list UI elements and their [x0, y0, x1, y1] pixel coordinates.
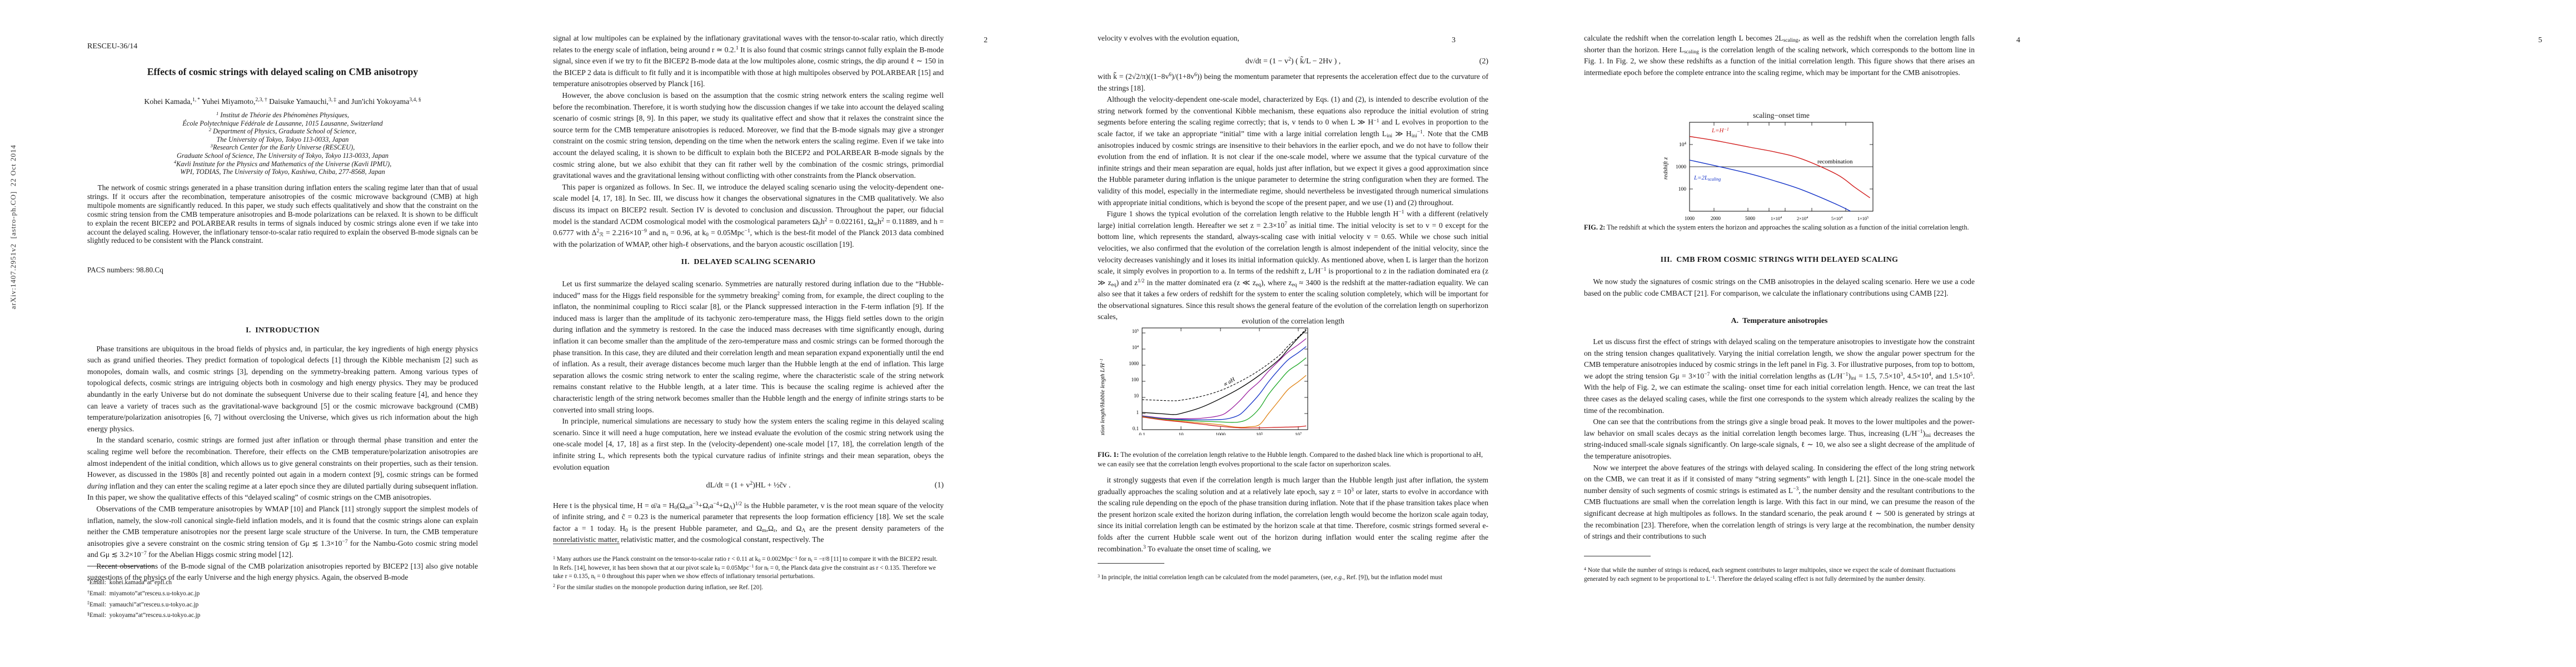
svg-text:correlation length/Hubble leng: correlation length/Hubble length L/H−1 [1099, 359, 1106, 435]
svg-text:1000: 1000 [1685, 216, 1695, 221]
svg-text:0.1: 0.1 [1139, 432, 1145, 435]
svg-text:L=H−1: L=H−1 [1711, 127, 1729, 134]
svg-text:2000: 2000 [1711, 216, 1721, 221]
svg-text:redshift z: redshift z [1662, 157, 1669, 180]
svg-text:recombination: recombination [1817, 158, 1853, 165]
svg-text:1000: 1000 [1129, 361, 1139, 366]
svg-text:1×105: 1×105 [1857, 216, 1869, 221]
svg-text:5000: 5000 [1745, 216, 1756, 221]
svg-text:105: 105 [1132, 328, 1139, 334]
svg-text:107: 107 [1295, 432, 1302, 435]
svg-text:100: 100 [1132, 377, 1139, 382]
svg-text:10: 10 [1179, 432, 1184, 435]
svg-text:2×104: 2×104 [1797, 216, 1808, 221]
svg-text:∝ aH: ∝ aH [1222, 376, 1237, 389]
svg-text:100: 100 [1678, 187, 1687, 192]
svg-text:1×104: 1×104 [1771, 216, 1782, 221]
svg-text:L=2Lscaling: L=2Lscaling [1693, 175, 1721, 182]
svg-text:104: 104 [1679, 141, 1687, 148]
svg-text:1000: 1000 [1215, 432, 1226, 435]
svg-text:5×104: 5×104 [1831, 216, 1842, 221]
svg-text:10: 10 [1134, 393, 1139, 399]
svg-text:0.1: 0.1 [1133, 426, 1139, 431]
svg-text:1000: 1000 [1676, 165, 1686, 170]
svg-text:105: 105 [1256, 432, 1263, 435]
svg-text:1: 1 [1137, 410, 1139, 415]
svg-text:104: 104 [1132, 345, 1139, 350]
